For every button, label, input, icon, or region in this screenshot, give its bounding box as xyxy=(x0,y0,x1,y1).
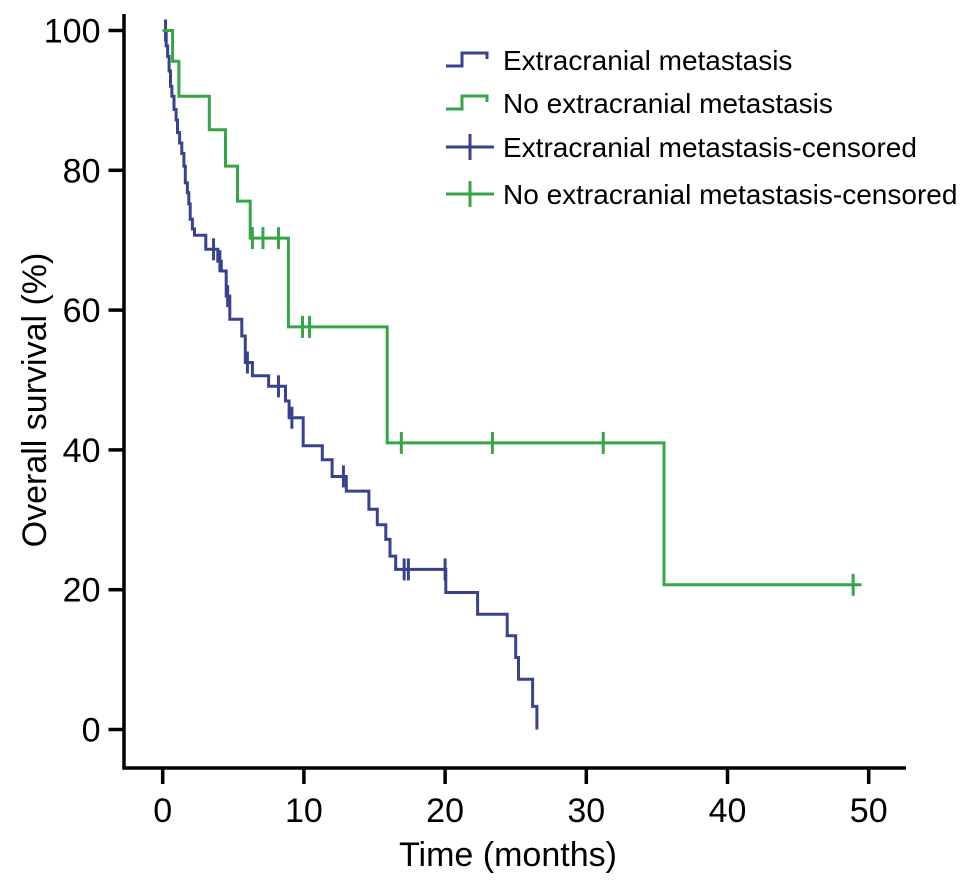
legend-step-icon xyxy=(446,51,489,68)
y-axis-tick-label: 100 xyxy=(44,13,101,51)
y-axis-tick-label: 40 xyxy=(63,432,101,470)
y-axis-ticks: 0 20 40 60 80 100 xyxy=(44,13,124,750)
survival-curve-no-extracranial xyxy=(162,29,862,587)
legend-label: Extracranial metastasis-censored xyxy=(503,132,917,163)
y-axis-title: Overall survival (%) xyxy=(16,253,54,548)
legend-step-icon xyxy=(446,94,489,111)
legend-item-1: Extracranial metastasis xyxy=(446,45,792,76)
legend: Extracranial metastasis No extracranial m… xyxy=(446,45,957,210)
x-axis-title: Time (months) xyxy=(399,836,617,874)
survival-curves xyxy=(162,19,862,730)
legend-item-2: No extracranial metastasis xyxy=(446,88,833,119)
legend-item-4: No extracranial metastasis-censored xyxy=(446,179,957,210)
y-axis-tick-label: 80 xyxy=(63,152,101,190)
x-axis-tick-label: 40 xyxy=(709,792,747,830)
x-axis-tick-label: 50 xyxy=(850,792,888,830)
y-axis-tick-label: 60 xyxy=(63,292,101,330)
legend-label: Extracranial metastasis xyxy=(503,45,792,76)
survival-curve-extracranial xyxy=(162,29,539,730)
axes: 0 20 40 60 80 100 0 10 20 30 40 50 Time (months) O… xyxy=(16,13,906,874)
y-axis-tick-label: 20 xyxy=(63,572,101,610)
x-axis-tick-label: 30 xyxy=(567,792,605,830)
x-axis-tick-label: 20 xyxy=(426,792,464,830)
x-axis-tick-label: 0 xyxy=(153,792,172,830)
censor-marks-extracranial xyxy=(164,19,447,581)
censor-marks-no-extracranial xyxy=(250,227,855,596)
legend-label: No extracranial metastasis-censored xyxy=(503,179,957,210)
legend-item-3: Extracranial metastasis-censored xyxy=(446,132,917,163)
x-axis-ticks: 0 10 20 30 40 50 xyxy=(153,768,888,830)
legend-label: No extracranial metastasis xyxy=(503,88,833,119)
y-axis-tick-label: 0 xyxy=(82,712,101,750)
x-axis-tick-label: 10 xyxy=(285,792,323,830)
